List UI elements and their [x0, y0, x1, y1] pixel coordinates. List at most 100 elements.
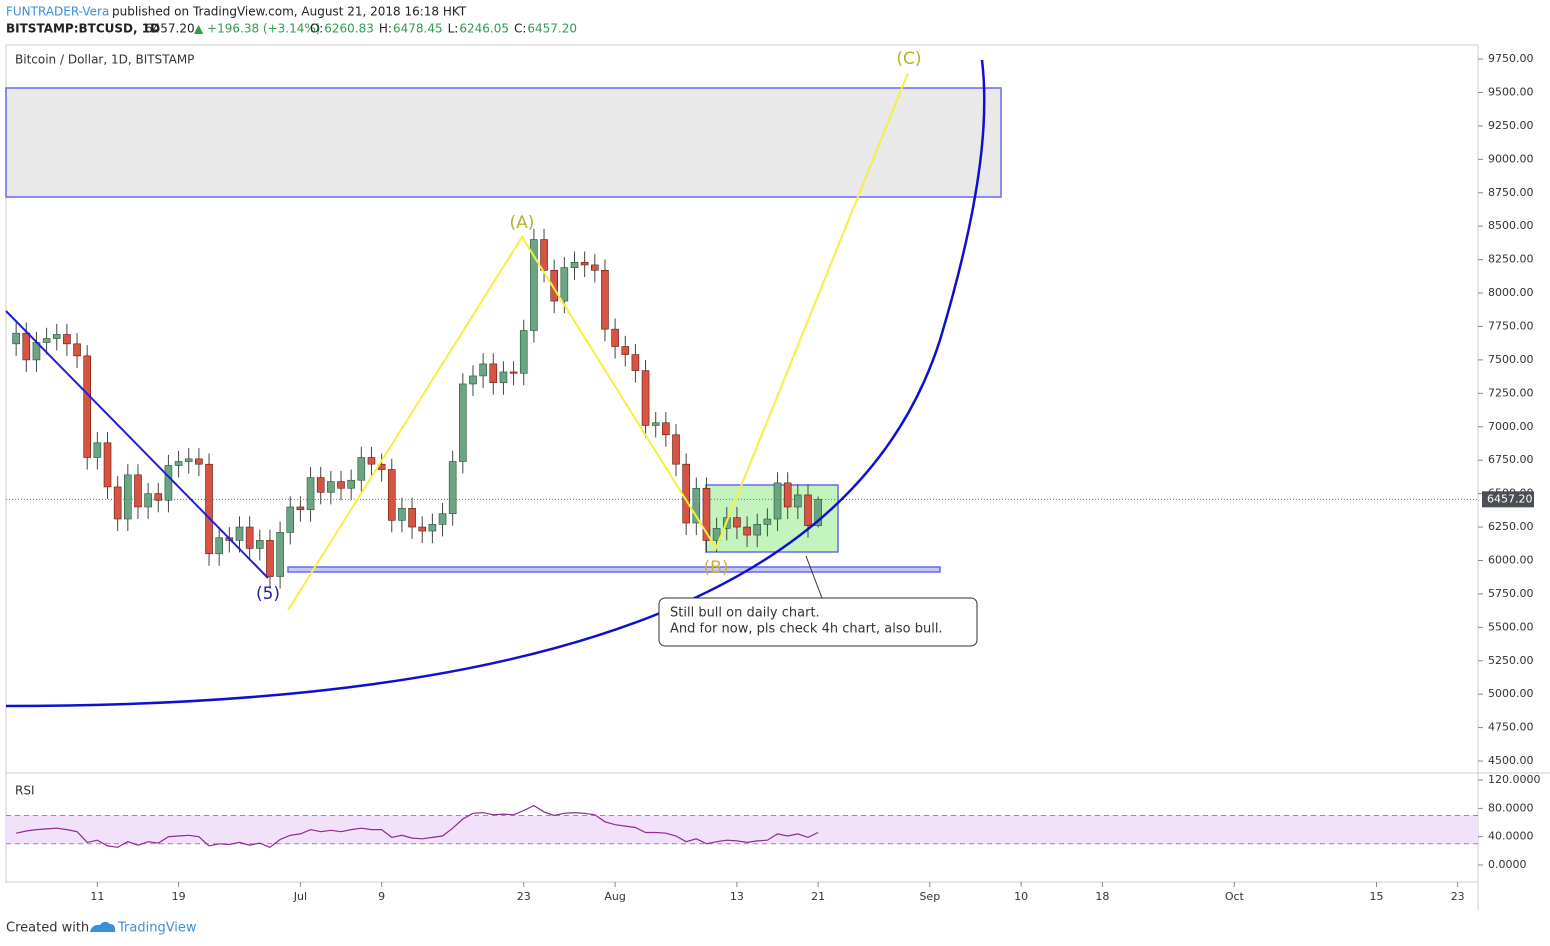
parabolic-curve[interactable]	[5, 59, 986, 708]
y-tick-label: 0.0000	[1488, 858, 1527, 871]
wave-label: (A)	[510, 213, 535, 233]
candle-body	[387, 469, 396, 521]
drawings: (A) (B) (C) (5) Still bull on daily char…	[5, 49, 986, 708]
ohlc-label: H:	[379, 22, 392, 36]
candle-body	[540, 239, 548, 271]
x-tick-label: 13	[730, 890, 744, 903]
x-tick-label: 15	[1369, 890, 1383, 903]
rsi-band	[6, 815, 1478, 844]
candle-body	[22, 332, 31, 361]
ohlc-label: O:	[310, 22, 323, 36]
last: 6457.20	[145, 22, 195, 36]
candle-body	[469, 375, 477, 385]
y-tick-label: 7500.00	[1488, 353, 1534, 366]
y-tick-label: 4500.00	[1488, 754, 1534, 767]
y-tick-label: 7000.00	[1488, 420, 1534, 433]
y-tick-label: 4750.00	[1488, 721, 1534, 734]
candle-body	[63, 334, 71, 345]
wave-label: (B)	[704, 558, 729, 578]
y-tick-label: 6250.00	[1488, 520, 1534, 533]
x-tick-label: 10	[1014, 890, 1028, 903]
candle-body	[42, 338, 51, 343]
candle-body	[195, 458, 203, 465]
candle-body	[398, 508, 406, 521]
x-tick-label: 23	[517, 890, 531, 903]
candle-body	[519, 330, 528, 374]
candle-body	[276, 532, 284, 577]
ohlc-value: 6457.20	[527, 22, 577, 36]
candle-body	[337, 481, 345, 489]
y-tick-label: 8500.00	[1488, 219, 1534, 232]
candle-body	[570, 261, 579, 268]
y-tick-label: 120.0000	[1488, 773, 1541, 786]
y-tick-label: 7750.00	[1488, 319, 1534, 332]
trend-line[interactable]	[5, 310, 269, 579]
x-tick-label: 23	[1451, 890, 1465, 903]
callout-text: Still bull on daily chart.	[670, 606, 820, 621]
candle-body	[286, 506, 295, 533]
y-tick-label: 9500.00	[1488, 85, 1534, 98]
wave-label: (C)	[896, 49, 921, 69]
candle-body	[245, 526, 254, 549]
y-tick-label: 80.0000	[1488, 801, 1534, 814]
candle-body	[164, 465, 173, 501]
candle-body	[804, 494, 812, 526]
ohlc-value: 6478.45	[393, 22, 443, 36]
candle-body	[621, 346, 630, 355]
candle-body	[124, 474, 132, 520]
callout-text: And for now, pls check 4h chart, also bu…	[670, 622, 943, 637]
chart-title: Bitcoin / Dollar, 1D, BITSTAMP	[15, 53, 194, 67]
resistance-zone[interactable]	[5, 87, 1002, 198]
candle-body	[459, 383, 467, 462]
candle-body	[357, 457, 366, 481]
candle-body	[763, 518, 772, 525]
candle-body	[266, 540, 274, 577]
candle-body	[83, 355, 92, 458]
x-tick-label: Aug	[604, 890, 625, 903]
brand[interactable]: TradingView	[117, 921, 197, 936]
candle-body	[205, 463, 213, 555]
candle-body	[448, 461, 457, 514]
candle-body	[103, 442, 112, 488]
y-tick-label: 40.0000	[1488, 830, 1534, 843]
candle-body	[327, 481, 335, 493]
ohlc-label: C:	[514, 22, 526, 36]
callout[interactable]	[658, 597, 978, 647]
candle-body	[702, 487, 711, 541]
candle-body	[154, 493, 163, 501]
y-tick-label: 5000.00	[1488, 687, 1534, 700]
candle-body	[12, 332, 20, 345]
candle-body	[641, 370, 650, 426]
candle-body	[93, 442, 102, 458]
candle-body	[184, 458, 193, 462]
x-tick-label: 21	[811, 890, 825, 903]
x-tick-label: Oct	[1225, 890, 1245, 903]
y-tick-label: 8750.00	[1488, 186, 1534, 199]
wave-path[interactable]	[287, 72, 909, 611]
pane-title: RSI	[15, 784, 35, 798]
candle-body	[215, 537, 223, 555]
last-price-label: 6457.20	[1487, 492, 1533, 505]
candle-body	[296, 506, 305, 510]
candle-body	[662, 422, 670, 436]
candle-body	[773, 482, 782, 520]
candle-body	[509, 371, 518, 374]
y-tick-label: 6000.00	[1488, 553, 1534, 566]
candles	[12, 228, 822, 589]
candle-body	[560, 267, 569, 302]
candle-body	[489, 363, 498, 383]
candle-body	[499, 371, 508, 383]
candle-body	[733, 517, 741, 528]
candle-body	[367, 457, 376, 465]
x-tick-label: Sep	[919, 890, 940, 903]
change: ▲ +196.38 (+3.14%)	[194, 22, 320, 36]
author[interactable]: FUNTRADER-Vera	[6, 5, 109, 19]
candle-body	[174, 461, 183, 466]
y-tick-label: 6750.00	[1488, 453, 1534, 466]
x-tick-label: Jul	[293, 890, 307, 903]
candle-body	[672, 434, 680, 465]
candle-body	[580, 261, 589, 266]
support-zone[interactable]	[287, 566, 941, 573]
candle-body	[611, 328, 619, 347]
y-tick-label: 5500.00	[1488, 620, 1534, 633]
